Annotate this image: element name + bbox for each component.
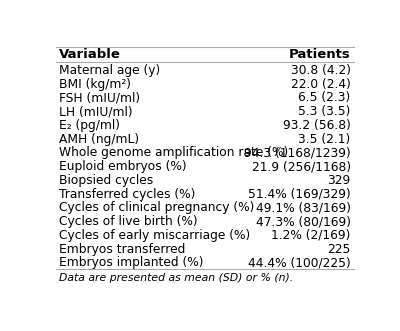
Text: 44.4% (100/225): 44.4% (100/225) (248, 257, 351, 269)
Text: Euploid embryos (%): Euploid embryos (%) (59, 160, 187, 173)
Text: Embryos implanted (%): Embryos implanted (%) (59, 257, 204, 269)
Text: Cycles of clinical pregnancy (%): Cycles of clinical pregnancy (%) (59, 201, 255, 214)
Text: Biopsied cycles: Biopsied cycles (59, 174, 154, 187)
Text: 21.9 (256/1168): 21.9 (256/1168) (252, 160, 351, 173)
Text: Patients: Patients (289, 48, 351, 61)
Text: E₂ (pg/ml): E₂ (pg/ml) (59, 119, 120, 132)
Text: Cycles of early miscarriage (%): Cycles of early miscarriage (%) (59, 229, 250, 242)
Text: Cycles of live birth (%): Cycles of live birth (%) (59, 215, 198, 228)
Text: 3.5 (2.1): 3.5 (2.1) (298, 132, 351, 146)
Text: 329: 329 (328, 174, 351, 187)
Text: 1.2% (2/169): 1.2% (2/169) (271, 229, 351, 242)
Text: 93.2 (56.8): 93.2 (56.8) (283, 119, 351, 132)
Text: 225: 225 (327, 243, 351, 256)
Text: 5.3 (3.5): 5.3 (3.5) (298, 105, 351, 118)
Text: 51.4% (169/329): 51.4% (169/329) (248, 188, 351, 201)
Text: 49.1% (83/169): 49.1% (83/169) (256, 201, 351, 214)
Text: FSH (mIU/ml): FSH (mIU/ml) (59, 91, 140, 104)
Text: 30.8 (4.2): 30.8 (4.2) (291, 64, 351, 77)
Text: Variable: Variable (59, 48, 121, 61)
Text: AMH (ng/mL): AMH (ng/mL) (59, 132, 140, 146)
Text: Embryos transferred: Embryos transferred (59, 243, 186, 256)
Text: BMI (kg/m²): BMI (kg/m²) (59, 77, 131, 90)
Text: Whole genome amplification rate (%): Whole genome amplification rate (%) (59, 146, 288, 159)
Text: 94.3 (1168/1239): 94.3 (1168/1239) (244, 146, 351, 159)
Text: Transferred cycles (%): Transferred cycles (%) (59, 188, 196, 201)
Text: 22.0 (2.4): 22.0 (2.4) (291, 77, 351, 90)
Text: 47.3% (80/169): 47.3% (80/169) (256, 215, 351, 228)
Text: Maternal age (y): Maternal age (y) (59, 64, 160, 77)
Text: 6.5 (2.3): 6.5 (2.3) (298, 91, 351, 104)
Text: Data are presented as mean (SD) or % (n).: Data are presented as mean (SD) or % (n)… (59, 273, 294, 283)
Text: LH (mIU/ml): LH (mIU/ml) (59, 105, 133, 118)
